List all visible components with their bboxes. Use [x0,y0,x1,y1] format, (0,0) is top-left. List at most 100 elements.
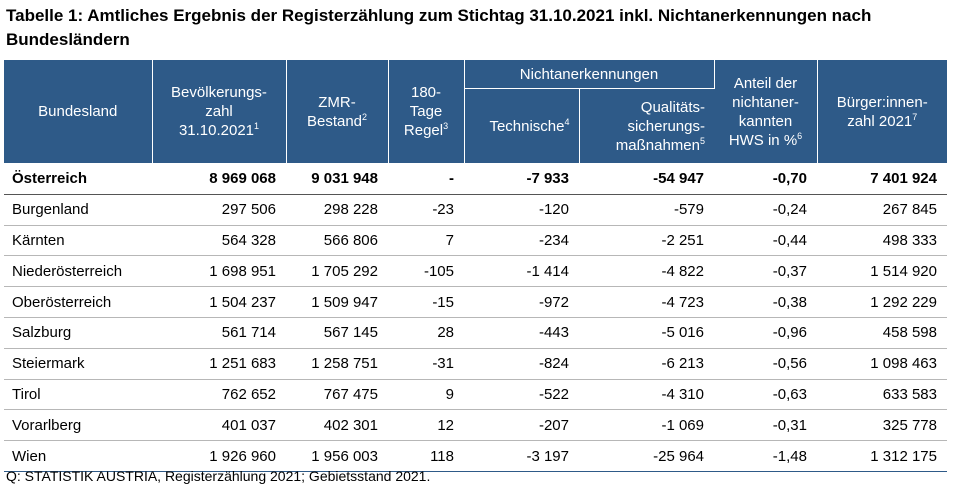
cell-anteil: -0,70 [714,163,817,195]
cell-zmr: 767 475 [286,379,388,411]
table-row: Vorarlberg 401 037 402 301 12 -207 -1 06… [4,409,947,442]
cell-180-tage: -15 [388,286,464,318]
cell-bevoelkerung: 1 504 237 [152,286,286,318]
cell-buerger: 267 845 [817,194,947,226]
cell-anteil: -0,24 [714,194,817,226]
cell-anteil: -0,31 [714,409,817,442]
cell-zmr: 566 806 [286,225,388,257]
cell-bevoelkerung: 1 698 951 [152,255,286,288]
cell-bundesland: Steiermark [4,348,152,380]
cell-bundesland: Tirol [4,379,152,411]
cell-qualitaet: -2 251 [579,225,714,257]
cell-qualitaet: -1 069 [579,409,714,442]
cell-buerger: 1 292 229 [817,286,947,318]
cell-technische: -7 933 [464,163,579,195]
table-row: Tirol 762 652 767 475 9 -522 -4 310 -0,6… [4,379,947,411]
cell-180-tage: 9 [388,379,464,411]
cell-bevoelkerung: 1 251 683 [152,348,286,380]
cell-technische: -824 [464,348,579,380]
header-buergerzahl: Bürger:innen- zahl 20217 [817,60,947,164]
header-technische: Technische4 [464,88,580,164]
header-bevoelkerungszahl: Bevölkerungs- zahl 31.10.20211 [152,60,287,164]
cell-180-tage: 12 [388,409,464,442]
results-table: Bundesland Bevölkerungs- zahl 31.10.2021… [4,60,947,472]
cell-anteil: -0,37 [714,255,817,288]
cell-buerger: 1 312 175 [817,440,947,472]
cell-zmr: 1 509 947 [286,286,388,318]
cell-anteil: -0,56 [714,348,817,380]
table-body: Österreich 8 969 068 9 031 948 - -7 933 … [4,163,947,472]
cell-anteil: -0,96 [714,317,817,349]
table-row: Burgenland 297 506 298 228 -23 -120 -579… [4,194,947,226]
cell-qualitaet: -4 822 [579,255,714,288]
cell-zmr: 298 228 [286,194,388,226]
cell-qualitaet: -54 947 [579,163,714,195]
table-header: Bundesland Bevölkerungs- zahl 31.10.2021… [4,60,947,164]
cell-technische: -234 [464,225,579,257]
cell-buerger: 1 098 463 [817,348,947,380]
cell-bundesland: Niederösterreich [4,255,152,288]
cell-bundesland: Kärnten [4,225,152,257]
cell-bundesland: Burgenland [4,194,152,226]
cell-technische: -207 [464,409,579,442]
cell-bundesland: Österreich [4,163,152,195]
cell-zmr: 1 705 292 [286,255,388,288]
cell-qualitaet: -579 [579,194,714,226]
cell-technische: -443 [464,317,579,349]
cell-bevoelkerung: 8 969 068 [152,163,286,195]
table-row-oesterreich: Österreich 8 969 068 9 031 948 - -7 933 … [4,163,947,195]
header-nichtanerkennungen: Nichtanerkennungen [464,60,715,89]
cell-qualitaet: -6 213 [579,348,714,380]
cell-qualitaet: -5 016 [579,317,714,349]
cell-bundesland: Salzburg [4,317,152,349]
cell-qualitaet: -25 964 [579,440,714,472]
cell-180-tage: -31 [388,348,464,380]
cell-zmr: 402 301 [286,409,388,442]
table-row: Steiermark 1 251 683 1 258 751 -31 -824 … [4,348,947,380]
cell-180-tage: -105 [388,255,464,288]
cell-buerger: 7 401 924 [817,163,947,195]
cell-180-tage: -23 [388,194,464,226]
cell-anteil: -1,48 [714,440,817,472]
header-zmr-bestand: ZMR- Bestand2 [286,60,389,164]
cell-technische: -972 [464,286,579,318]
cell-technische: -3 197 [464,440,579,472]
cell-zmr: 9 031 948 [286,163,388,195]
cell-bevoelkerung: 564 328 [152,225,286,257]
table-title: Tabelle 1: Amtliches Ergebnis der Regist… [6,6,872,49]
cell-180-tage: 7 [388,225,464,257]
cell-bundesland: Vorarlberg [4,409,152,442]
header-bundesland: Bundesland [4,60,153,164]
cell-bevoelkerung: 297 506 [152,194,286,226]
source-note: Q: STATISTIK AUSTRIA, Registerzählung 20… [6,468,431,484]
table-row: Salzburg 561 714 567 145 28 -443 -5 016 … [4,317,947,349]
cell-zmr: 1 956 003 [286,440,388,472]
cell-bevoelkerung: 762 652 [152,379,286,411]
cell-qualitaet: -4 723 [579,286,714,318]
cell-zmr: 1 258 751 [286,348,388,380]
cell-qualitaet: -4 310 [579,379,714,411]
cell-bevoelkerung: 1 926 960 [152,440,286,472]
cell-technische: -522 [464,379,579,411]
cell-buerger: 325 778 [817,409,947,442]
cell-anteil: -0,38 [714,286,817,318]
cell-anteil: -0,63 [714,379,817,411]
header-qualitaetssicherung: Qualitäts- sicherungs- maßnahmen5 [579,88,714,164]
cell-bundesland: Wien [4,440,152,472]
table-row: Niederösterreich 1 698 951 1 705 292 -10… [4,255,947,288]
cell-buerger: 498 333 [817,225,947,257]
cell-180-tage: 28 [388,317,464,349]
cell-180-tage: 118 [388,440,464,472]
cell-bevoelkerung: 401 037 [152,409,286,442]
cell-bundesland: Oberösterreich [4,286,152,318]
cell-technische: -120 [464,194,579,226]
cell-buerger: 633 583 [817,379,947,411]
cell-buerger: 1 514 920 [817,255,947,288]
table-row: Wien 1 926 960 1 956 003 118 -3 197 -25 … [4,440,947,472]
table-row: Oberösterreich 1 504 237 1 509 947 -15 -… [4,286,947,318]
cell-anteil: -0,44 [714,225,817,257]
cell-bevoelkerung: 561 714 [152,317,286,349]
header-anteil: Anteil der nichtaner- kannten HWS in %6 [714,60,818,164]
cell-buerger: 458 598 [817,317,947,349]
cell-180-tage: - [388,163,464,195]
